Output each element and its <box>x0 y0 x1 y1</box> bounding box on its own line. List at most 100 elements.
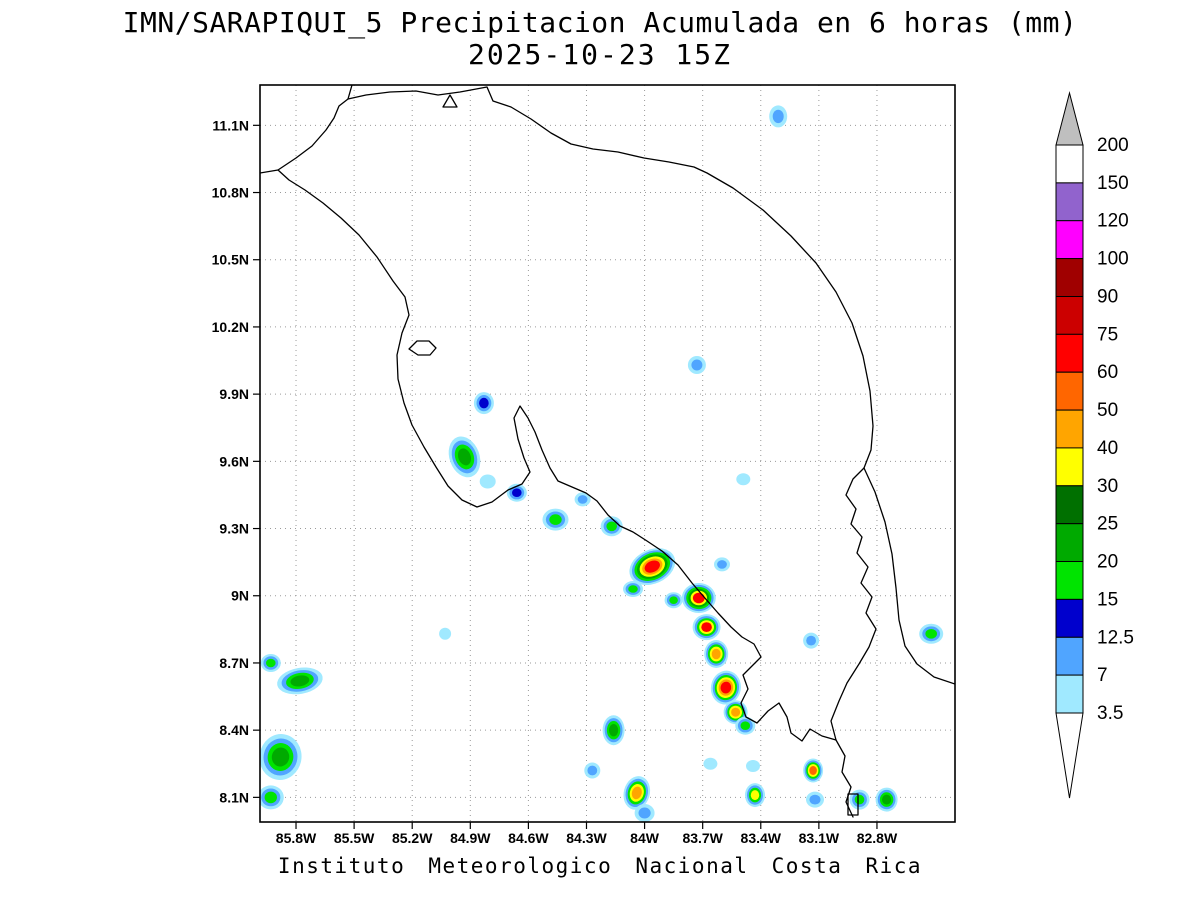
precip-cell-layer <box>717 560 727 569</box>
lon-tick-label: 84W <box>630 830 660 846</box>
colorbar-segment <box>1055 220 1084 260</box>
precip-cell-layer <box>264 791 277 804</box>
colorbar-tick-label: 150 <box>1097 173 1129 194</box>
lon-tick-label: 83.1W <box>799 830 840 846</box>
coastline-path <box>442 94 458 108</box>
colorbar-tick-label: 50 <box>1097 400 1118 421</box>
precip-cell-layer <box>479 474 496 489</box>
precip-cell-layer <box>606 521 617 532</box>
lat-tick-label: 8.1N <box>219 789 249 805</box>
precip-cell-layer <box>691 359 703 371</box>
precip-cell-layer <box>882 794 892 805</box>
lon-tick-label: 82.8W <box>857 830 898 846</box>
colorbar-arrow-bottom <box>1055 712 1084 799</box>
colorbar-tick-label: 120 <box>1097 211 1129 232</box>
lon-tick-label: 84.9W <box>450 830 491 846</box>
precip-cell-layer <box>925 629 937 639</box>
coastline-layer <box>260 85 955 818</box>
precip-cell-layer <box>740 721 751 730</box>
colorbar-segment <box>1055 674 1084 714</box>
lon-tick-label: 85.8W <box>276 830 317 846</box>
precip-cell-layer <box>750 790 760 801</box>
colorbar-segment <box>1055 636 1084 676</box>
coastline-path <box>835 739 854 818</box>
precip-cell-layer <box>577 495 588 504</box>
precip-cell-layer <box>809 794 821 805</box>
lat-tick-label: 10.2N <box>212 319 249 335</box>
precip-cell-layer <box>806 635 816 646</box>
precip-cell-layer <box>271 747 290 767</box>
lon-tick-label: 84.3W <box>566 830 607 846</box>
colorbar-segment <box>1055 258 1084 298</box>
precip-cell-layer <box>512 488 522 498</box>
coastline-path <box>260 169 279 174</box>
precip-cell-layer <box>479 397 489 409</box>
colorbar-segment <box>1055 296 1084 335</box>
precip-cell-layer <box>772 109 784 124</box>
colorbar-tick-label: 100 <box>1097 249 1129 270</box>
colorbar-tick-label: 7 <box>1097 665 1108 686</box>
precip-cell-layer <box>628 585 638 593</box>
colorbar-tick-label: 3.5 <box>1097 703 1123 724</box>
colorbar-segment <box>1055 409 1084 449</box>
precip-cell-layer <box>736 473 751 486</box>
precip-cell-layer <box>587 765 598 776</box>
coastline-path <box>408 340 437 356</box>
lat-tick-label: 8.4N <box>219 722 249 738</box>
precip-cell-layer <box>638 807 651 819</box>
lon-tick-label: 85.5W <box>334 830 375 846</box>
lat-tick-label: 9.3N <box>219 521 249 537</box>
colorbar: 200 150 120 100 90 75 60 50 40 30 25 20 15 12.5 7 3.5 <box>1055 91 1134 799</box>
precip-cell-layer <box>854 794 865 805</box>
source-caption: Instituto Meteorologico Nacional Costa R… <box>277 854 923 878</box>
lon-tick-label: 83.4W <box>741 830 782 846</box>
colorbar-tick-label: 200 <box>1097 135 1129 156</box>
colorbar-segment <box>1055 144 1084 184</box>
colorbar-tick-label: 75 <box>1097 324 1118 345</box>
precip-cell-layer <box>644 560 660 573</box>
colorbar-segment <box>1055 561 1084 600</box>
colorbar-segment <box>1055 485 1084 525</box>
precip-cell-layer <box>701 622 712 632</box>
page-subtitle-datetime: 2025-10-23 15Z <box>467 38 732 71</box>
lon-tick-label: 84.6W <box>508 830 549 846</box>
axis-layer: 85.8W 85.5W 85.2W 84.9W 84.6W 84.3W 84W 83.7W 83… <box>212 117 898 846</box>
lat-tick-label: 9.9N <box>219 386 249 402</box>
colorbar-tick-label: 60 <box>1097 362 1118 383</box>
precip-cell-layer <box>439 627 452 640</box>
coastline-path <box>847 793 859 816</box>
colorbar-tick-label: 12.5 <box>1097 627 1134 648</box>
precip-layer <box>260 105 944 822</box>
coastline-path <box>347 85 353 100</box>
colorbar-segment <box>1055 523 1084 563</box>
map-frame <box>259 84 956 823</box>
colorbar-tick-label: 40 <box>1097 438 1118 459</box>
lat-tick-label: 9.6N <box>219 453 249 469</box>
colorbar-segment <box>1055 182 1084 222</box>
precip-cell-layer <box>549 514 562 525</box>
precip-cell-layer <box>631 786 642 800</box>
colorbar-tick-label: 20 <box>1097 552 1118 573</box>
lat-tick-label: 11.1N <box>212 117 249 133</box>
lat-tick-label: 10.8N <box>212 185 249 201</box>
precip-cell-layer <box>809 766 817 775</box>
lat-tick-label: 9N <box>231 588 249 604</box>
colorbar-arrow-top <box>1055 91 1084 146</box>
colorbar-tick-label: 25 <box>1097 514 1118 535</box>
colorbar-segment <box>1055 447 1084 487</box>
precip-cell-layer <box>711 648 721 660</box>
precip-cell-layer <box>731 707 741 717</box>
lon-tick-label: 83.7W <box>682 830 723 846</box>
precip-cell-layer <box>457 448 472 466</box>
precip-cell-layer <box>266 658 276 668</box>
lat-tick-label: 8.7N <box>219 655 249 671</box>
coastline-path <box>863 467 955 685</box>
grid-layer <box>260 85 955 822</box>
colorbar-segment <box>1055 333 1084 373</box>
colorbar-tick-label: 15 <box>1097 589 1118 610</box>
colorbar-segment <box>1055 598 1084 638</box>
precip-cell-layer <box>720 681 732 694</box>
precip-cell-layer <box>692 592 705 604</box>
